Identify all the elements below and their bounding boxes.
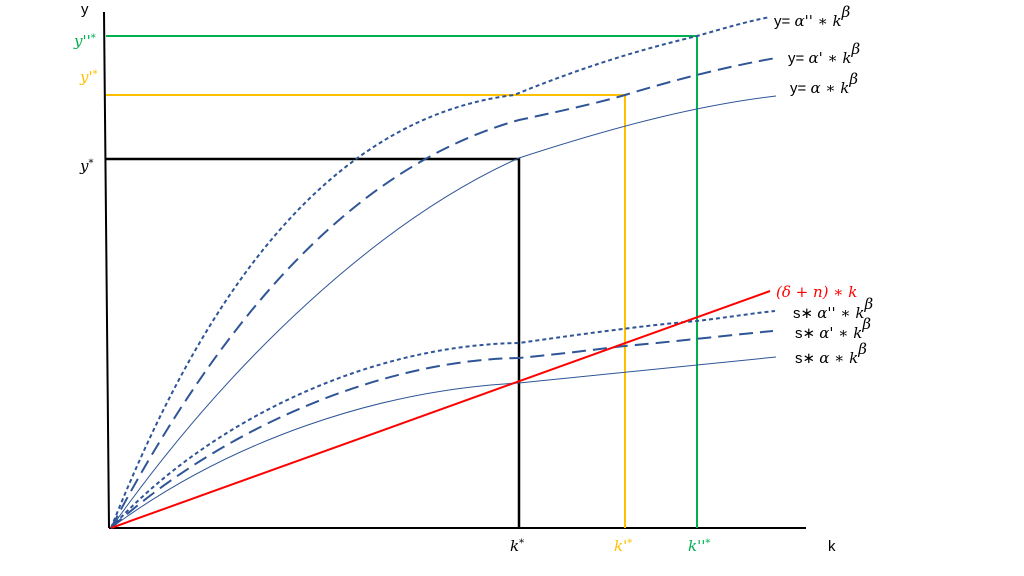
output-curve-alpha xyxy=(110,95,777,529)
savings-curve-alpha xyxy=(110,356,777,529)
x-axis-label: k xyxy=(828,538,836,555)
k-dprime-guide xyxy=(106,35,698,528)
k-dprime-star-label: k''* xyxy=(688,537,710,555)
k-prime-star-label: k'* xyxy=(614,537,632,555)
y-star-label: y* xyxy=(79,157,93,175)
y-axis-label: y xyxy=(81,1,89,18)
y-axis xyxy=(103,11,110,529)
label-savings-alpha: s∗ α ∗ kβ xyxy=(795,340,867,367)
k-star-label: k* xyxy=(510,537,524,555)
y-dprime-star-label: y''* xyxy=(73,32,96,50)
label-output-alpha-prime: y= α' ∗ kβ xyxy=(788,40,861,67)
y-prime-star-label: y'* xyxy=(79,68,98,86)
k-star-guide xyxy=(106,157,521,528)
savings-curve-alpha-dprime xyxy=(110,310,776,529)
depreciation-line xyxy=(110,290,771,529)
label-output-alpha-dprime: y= α'' ∗ kβ xyxy=(774,3,851,30)
output-curve-alpha-dprime xyxy=(110,16,771,529)
label-output-alpha: y= α ∗ kβ xyxy=(790,70,858,97)
output-curve-alpha-prime xyxy=(110,57,777,529)
savings-curve-alpha-prime xyxy=(110,330,774,529)
label-depreciation: (δ + n) ∗ k xyxy=(776,283,857,301)
